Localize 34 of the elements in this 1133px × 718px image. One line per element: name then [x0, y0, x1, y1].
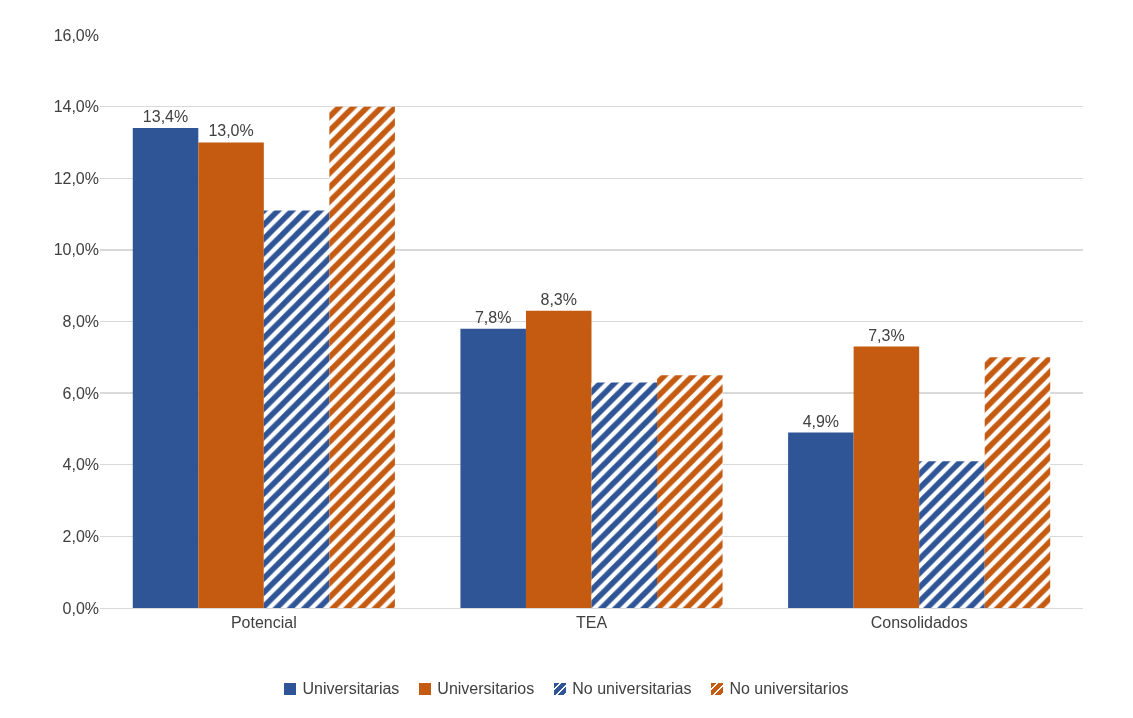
y-tick-label: 0,0%	[62, 599, 99, 617]
bar	[853, 346, 920, 608]
y-tick-label: 14,0%	[53, 98, 99, 116]
legend-label: Universitarios	[437, 680, 535, 697]
x-tick-label: Potencial	[230, 614, 297, 632]
bar	[198, 142, 264, 608]
x-tick-label: TEA	[575, 614, 608, 632]
y-tick-label: 10,0%	[53, 241, 99, 259]
y-tick-label: 6,0%	[62, 384, 99, 402]
data-label: 7,3%	[868, 326, 905, 344]
bar	[329, 106, 395, 608]
x-tick-label: Consolidados	[870, 614, 968, 632]
bar	[263, 210, 330, 608]
bar	[591, 382, 658, 608]
legend-label: Universitarias	[302, 680, 400, 697]
data-label: 7,8%	[474, 308, 512, 326]
data-label: 13,0%	[208, 122, 254, 140]
y-tick-label: 16,0%	[53, 26, 99, 44]
bar	[657, 375, 723, 608]
y-tick-label: 2,0%	[62, 527, 99, 545]
bar	[984, 357, 1051, 608]
legend-label: No universitarios	[729, 680, 849, 697]
bar	[525, 310, 592, 608]
y-tick-label: 8,0%	[62, 313, 99, 331]
y-tick-label: 12,0%	[53, 169, 99, 187]
bar	[460, 328, 526, 608]
bar	[132, 128, 199, 608]
data-label: 8,3%	[540, 290, 577, 308]
bar	[788, 432, 854, 608]
legend-label: No universitarias	[572, 680, 692, 697]
y-tick-label: 4,0%	[62, 456, 99, 474]
bar	[919, 461, 985, 608]
data-label: 4,9%	[802, 412, 840, 430]
data-label: 13,4%	[142, 108, 189, 126]
